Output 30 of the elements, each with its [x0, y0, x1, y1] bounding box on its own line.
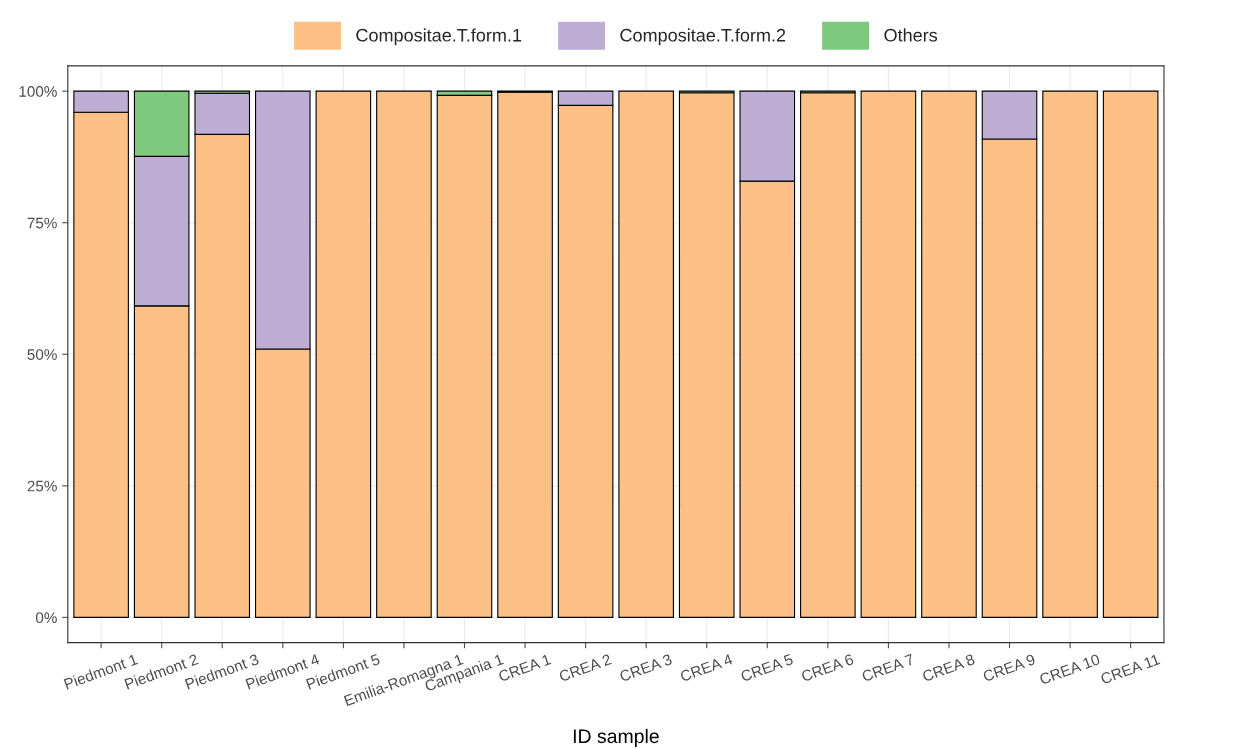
x-tick-label: CREA 2 [558, 653, 612, 682]
bar [497, 91, 553, 618]
bar [618, 90, 674, 618]
y-tick-label: 25% [27, 480, 57, 492]
x-tick-label: CREA 8 [921, 653, 976, 682]
y-tick-label: 0% [35, 612, 57, 624]
x-axis-title: ID sample [573, 728, 659, 747]
bar [315, 90, 372, 618]
y-tick-label: 50% [27, 349, 57, 360]
bar [436, 94, 493, 618]
bar [376, 90, 432, 618]
bar [1102, 90, 1159, 618]
legend-label: Others [884, 28, 938, 42]
x-tick-label: CREA 9 [982, 653, 1036, 682]
x-tick-label: CREA 5 [740, 653, 794, 682]
x-tick-label: CREA 6 [800, 653, 855, 682]
legend-label: Compositae.T.form.2 [620, 28, 786, 46]
x-tick-label: CREA 7 [861, 653, 915, 682]
bar [921, 90, 977, 618]
bar [678, 92, 735, 618]
bar [860, 90, 917, 618]
x-tick-label: CREA 10 [1038, 653, 1101, 685]
text: Compositae.T.form.1 [356, 28, 522, 46]
x-tick-label: CREA 11 [1100, 653, 1161, 685]
x-tick-label: CREA 4 [679, 653, 734, 682]
bar [1042, 90, 1098, 618]
y-tick-label: 75% [27, 217, 57, 229]
bar [800, 92, 856, 618]
x-tick-label: CREA 3 [619, 653, 673, 682]
y-tick-label: 100% [19, 86, 57, 97]
